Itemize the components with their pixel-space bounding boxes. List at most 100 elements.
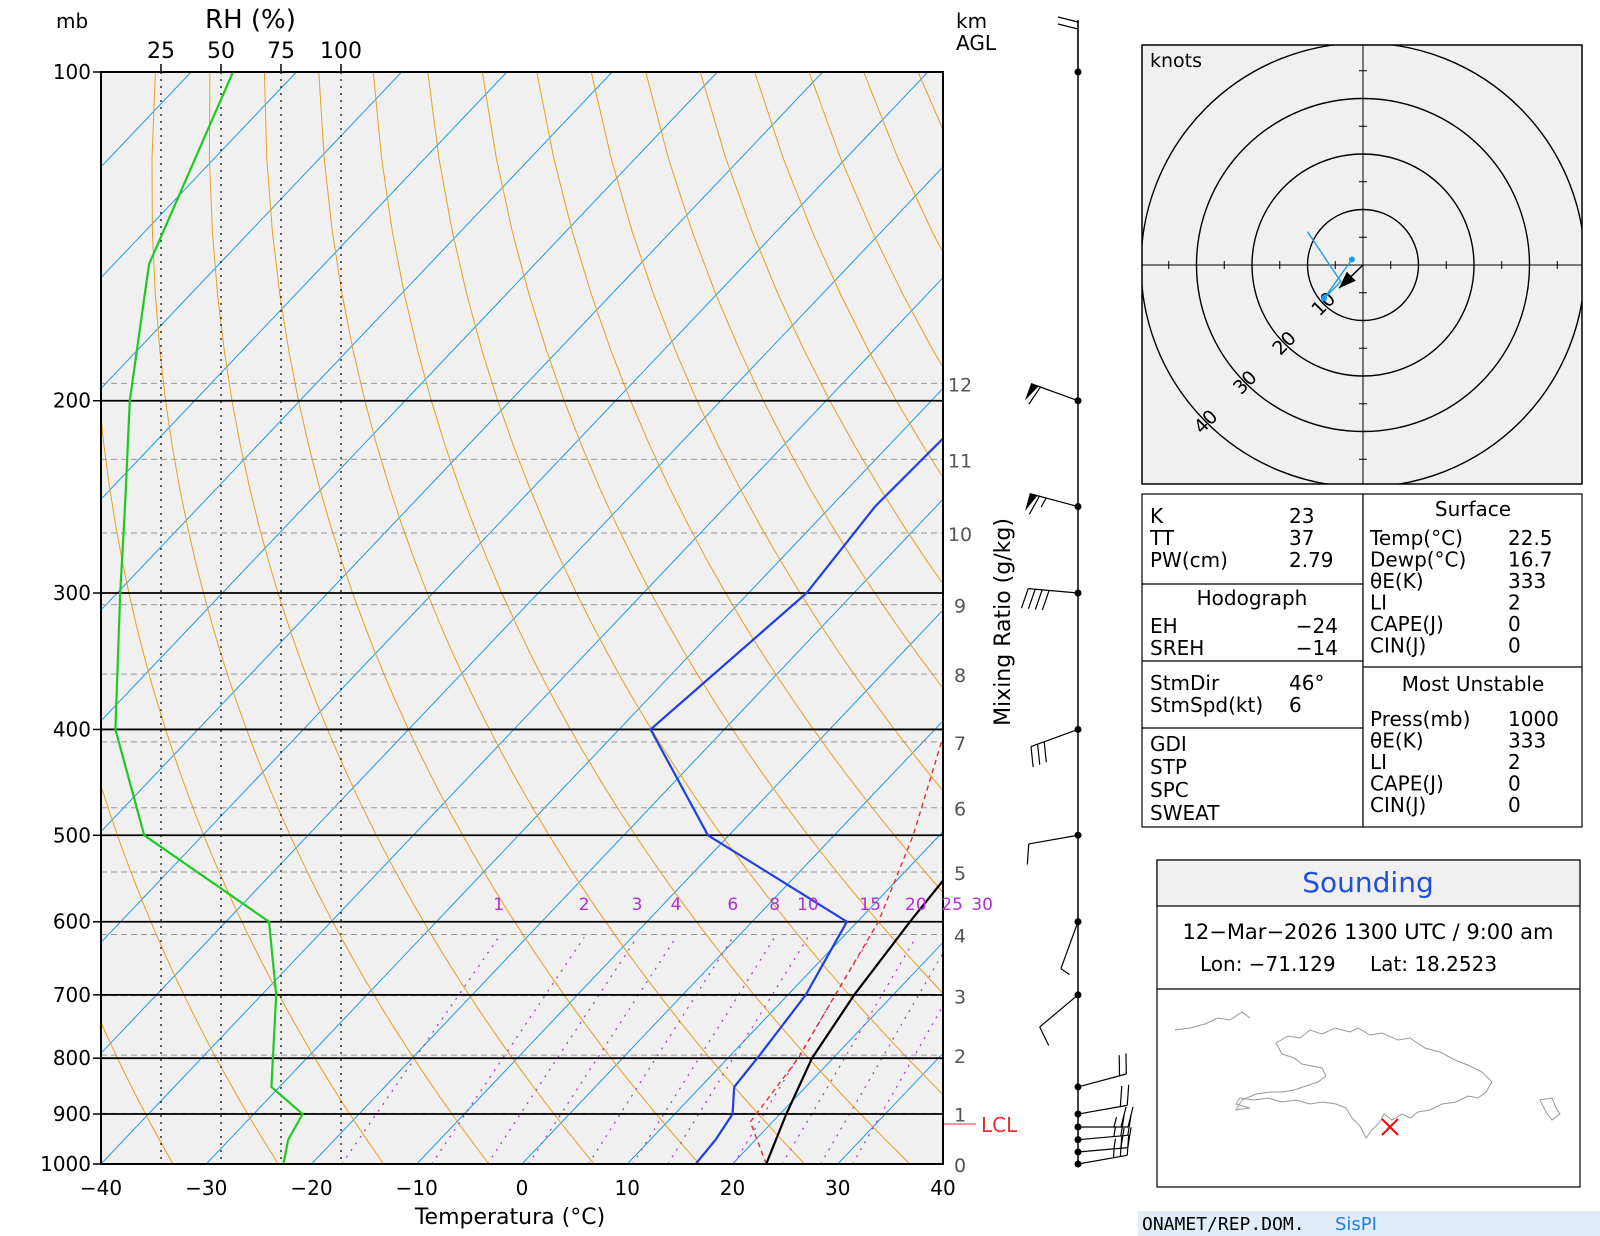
barb-staff: [1028, 834, 1079, 845]
barb-full: [1027, 589, 1036, 609]
barb-full: [1120, 1106, 1127, 1128]
sounding-title: Sounding: [1302, 866, 1433, 899]
isotherm-line: [101, 72, 613, 611]
isotherm-line: [732, 941, 943, 1164]
index-label: CAPE(J): [1370, 612, 1444, 636]
index-label: PW(cm): [1150, 548, 1228, 572]
index-value: 23: [1289, 504, 1314, 528]
index-value: 0: [1508, 634, 1521, 658]
index-value: 22.5: [1508, 526, 1553, 550]
hodo-point: [1321, 295, 1328, 302]
height-tick-label: 7: [954, 733, 966, 755]
dry-adiabat-line: [645, 72, 943, 689]
temp-tick-label: −30: [185, 1176, 227, 1200]
pressure-tick-label: 600: [53, 910, 91, 934]
index-value: 46°: [1289, 671, 1324, 695]
mixing-ratio-tick-label: 10: [797, 895, 819, 915]
isotherm-line: [416, 609, 943, 1164]
temp-tick-label: 0: [516, 1176, 529, 1200]
index-label: LI: [1370, 750, 1387, 774]
index-label: θE(K): [1370, 729, 1424, 753]
hodo-point: [1348, 256, 1355, 263]
height-tick-label: 9: [954, 596, 966, 618]
km-label: km: [956, 9, 987, 33]
storm-motion-arrowhead: [1339, 271, 1356, 289]
sounding-info-box: Sounding 12−Mar−2026 1300 UTC / 9:00 am …: [1156, 859, 1581, 1188]
index-value: 1000: [1508, 707, 1559, 731]
footer-org: ONAMET/REP.DOM.: [1142, 1214, 1305, 1235]
index-label: STP: [1150, 755, 1187, 779]
background-lines: [101, 72, 943, 1164]
barb-half: [1060, 968, 1070, 975]
barb-half: [1113, 1138, 1117, 1149]
index-label: CIN(J): [1370, 634, 1426, 658]
barb-full: [1020, 588, 1029, 609]
puerto-rico-coast: [1539, 1097, 1561, 1121]
barb-staff: [1077, 1073, 1127, 1088]
index-value: 37: [1289, 526, 1314, 550]
mixing-ratio-line: [527, 936, 677, 1164]
mixing-ratio-tick-label: 1: [493, 895, 504, 915]
mixing-ratio-tick-label: 3: [632, 895, 643, 915]
isotherm-line: [311, 498, 943, 1164]
hispaniola-outline: [1235, 1027, 1493, 1139]
dry-adiabat-line: [481, 72, 943, 995]
lcl-label: LCL: [981, 1113, 1018, 1137]
dry-adiabat-line: [427, 72, 943, 1096]
barb-full: [1127, 1106, 1134, 1128]
index-value: 333: [1508, 569, 1546, 593]
index-label: Temp(°C): [1369, 526, 1463, 550]
barb-full: [1034, 589, 1043, 610]
mixing-ratio-tick-label: 2: [579, 895, 590, 915]
barb-full: [1057, 23, 1079, 30]
isotherm-line: [101, 166, 943, 1054]
rh-axis-label: RH (%): [205, 5, 296, 35]
height-tick-label: 8: [954, 665, 966, 687]
isotherm-line: [626, 830, 943, 1164]
mb-label: mb: [56, 9, 88, 33]
hodo-ring: [1306, 208, 1420, 322]
sounding-lon: Lon: −71.129: [1200, 952, 1336, 976]
barb-half: [1113, 1126, 1117, 1137]
index-label: SREH: [1150, 636, 1204, 660]
index-value: 2: [1508, 750, 1521, 774]
temp-tick-label: −10: [396, 1176, 438, 1200]
index-value: 2: [1508, 591, 1521, 615]
mixing-ratio-tick-label: 25: [941, 895, 963, 915]
barb-staff: [1039, 994, 1079, 1028]
barb-staff: [1030, 383, 1079, 402]
height-tick-label: 2: [954, 1046, 966, 1068]
cuba-coast: [1174, 1011, 1251, 1031]
mixing-ratio-tick-label: 8: [769, 895, 780, 915]
mixing-ratio-tick-label: 4: [671, 895, 682, 915]
barb-staff: [1030, 728, 1079, 748]
index-value: −14: [1296, 636, 1338, 660]
index-label: SWEAT: [1150, 801, 1220, 825]
barb-staff: [1029, 493, 1079, 508]
most-unstable-section-title: Most Unstable: [1402, 672, 1545, 696]
index-label: StmDir: [1150, 671, 1220, 695]
index-value: −24: [1296, 614, 1338, 638]
height-tick-label: 11: [948, 450, 972, 472]
temp-tick-label: −20: [290, 1176, 332, 1200]
index-label: GDI: [1150, 732, 1187, 756]
hodograph-section-title: Hodograph: [1197, 586, 1308, 610]
barb-full: [1039, 1026, 1050, 1046]
pressure-tick-label: 400: [53, 717, 91, 741]
pressure-tick-label: 300: [53, 581, 91, 605]
dry-adiabat-line: [101, 72, 385, 1164]
barb-full: [1041, 590, 1050, 611]
height-tick-label: 6: [954, 799, 966, 821]
barb-full: [1026, 843, 1030, 865]
height-tick-label: 12: [948, 374, 972, 396]
barb-full: [1043, 741, 1047, 763]
isotherm-line: [101, 72, 403, 390]
index-label: LI: [1370, 591, 1387, 615]
barb-full: [1057, 16, 1079, 23]
rh-tick-label: 100: [320, 39, 362, 64]
pressure-tick-label: 500: [53, 823, 91, 847]
isotherm-line: [205, 387, 943, 1164]
temperature-curve: [765, 878, 943, 1164]
pressure-tick-label: 200: [53, 389, 91, 413]
